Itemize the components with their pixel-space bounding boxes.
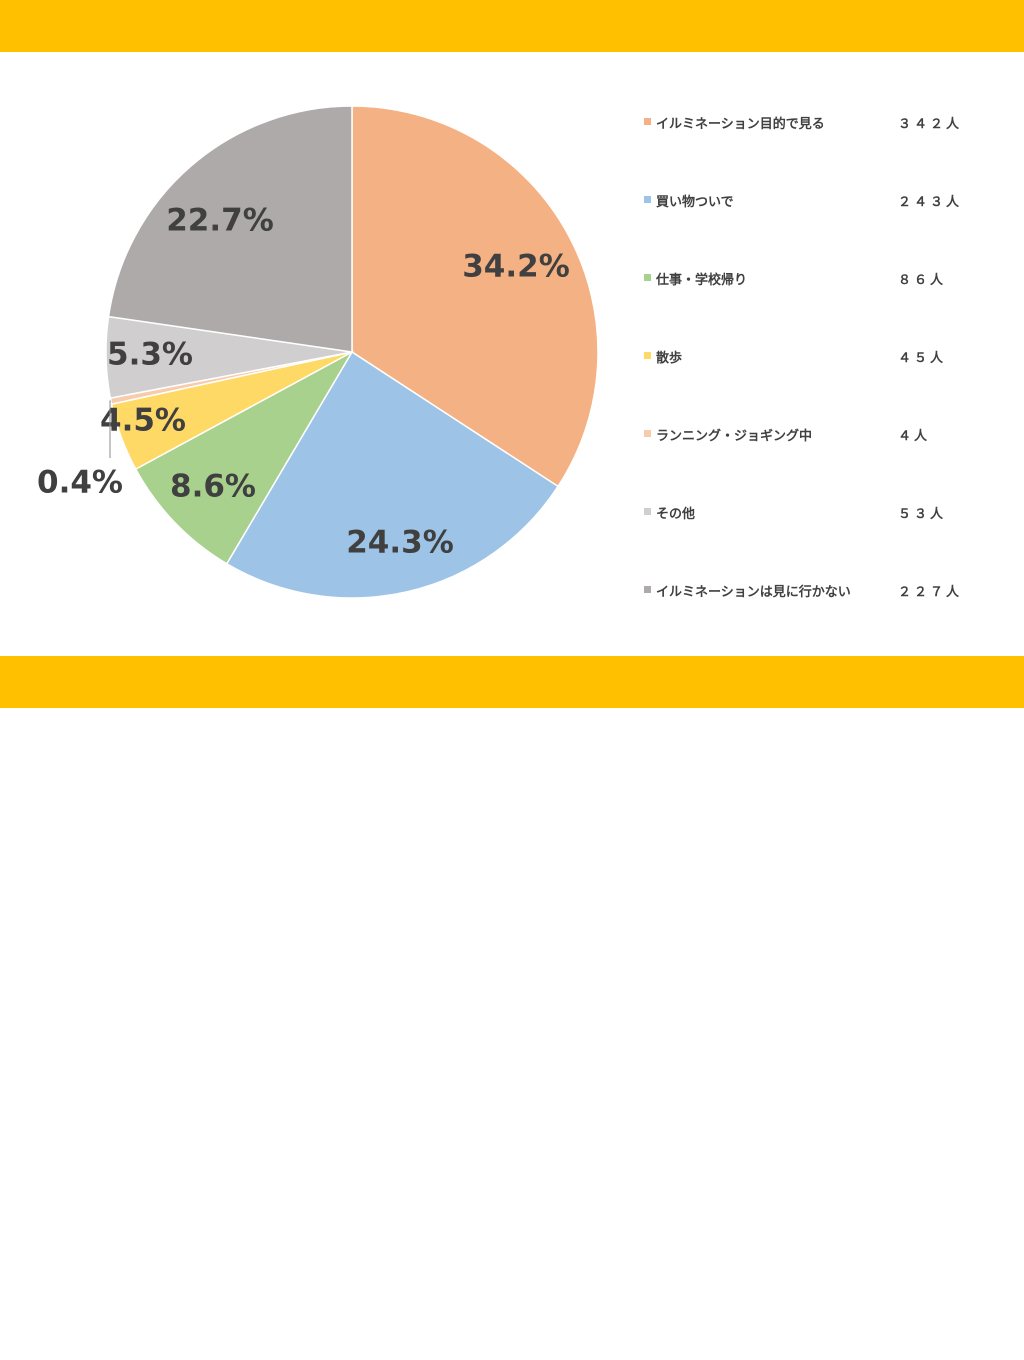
leader-line-4	[109, 400, 111, 458]
legend-label: イルミネーションは見に行かない	[656, 585, 851, 600]
legend-label: 仕事・学校帰り	[656, 273, 748, 288]
legend-item-5: その他 ５３人	[644, 496, 984, 574]
data-label-1: 24.3%	[346, 525, 454, 561]
legend-swatch	[644, 352, 651, 359]
legend-swatch	[644, 508, 651, 515]
legend-label: 買い物ついで	[656, 195, 734, 210]
legend-item-6: イルミネーションは見に行かない ２２７人	[644, 574, 984, 652]
chart-legend: イルミネーション目的で見る ３４２人買い物ついで ２４３人仕事・学校帰り ８６人散歩 ４…	[644, 106, 984, 652]
data-label-0: 34.2%	[462, 249, 570, 285]
pie-chart: 34.2% 24.3% 8.6% 4.5% 0.4% 5.3% 22.7%	[37, 105, 599, 599]
legend-item-3: 散歩 ４５人	[644, 340, 984, 418]
legend-item-2: 仕事・学校帰り ８６人	[644, 262, 984, 340]
legend-count: ２２７人	[898, 585, 963, 600]
logo-url: www.navit-j.com	[890, 1342, 985, 1356]
logo-company-suffix: CO.,LTD.	[944, 1326, 991, 1338]
legend-item-4: ランニング・ジョギング中 ４人	[644, 418, 984, 496]
legend-label: イルミネーション目的で見る	[656, 117, 825, 132]
pie-slice-6	[107, 105, 353, 353]
legend-count: ５３人	[898, 507, 947, 522]
legend-count: ８６人	[898, 273, 947, 288]
legend-label: その他	[656, 507, 696, 522]
legend-label: ランニング・ジョギング中	[656, 429, 813, 444]
legend-swatch	[644, 274, 651, 281]
pie-slices	[105, 105, 599, 599]
company-logo: NAVIT CO.,LTD. www.navit-j.com	[846, 1316, 1016, 1360]
data-label-6: 22.7%	[166, 203, 274, 239]
legend-swatch	[644, 196, 651, 203]
legend-swatch	[644, 430, 651, 437]
legend-label: 散歩	[656, 351, 683, 366]
data-label-2: 8.6%	[170, 469, 256, 505]
legend-count: ３４２人	[898, 117, 963, 132]
legend-swatch	[644, 118, 651, 125]
data-label-4: 0.4%	[37, 465, 123, 501]
pie-slice-2	[134, 350, 355, 565]
pie-slice-1	[225, 350, 560, 599]
pie-data-labels: 34.2% 24.3% 8.6% 4.5% 0.4% 5.3% 22.7%	[37, 203, 570, 561]
legend-swatch	[644, 586, 651, 593]
legend-count: ４人	[898, 429, 931, 444]
bottom-banner: NAVIT CO.,LTD. www.navit-j.com	[0, 656, 1024, 1356]
top-banner	[0, 0, 1024, 52]
legend-item-1: 買い物ついで ２４３人	[644, 184, 984, 262]
data-label-3: 4.5%	[100, 403, 186, 439]
data-label-5: 5.3%	[107, 337, 193, 373]
legend-count: ２４３人	[898, 195, 963, 210]
legend-count: ４５人	[898, 351, 947, 366]
legend-item-0: イルミネーション目的で見る ３４２人	[644, 106, 984, 184]
